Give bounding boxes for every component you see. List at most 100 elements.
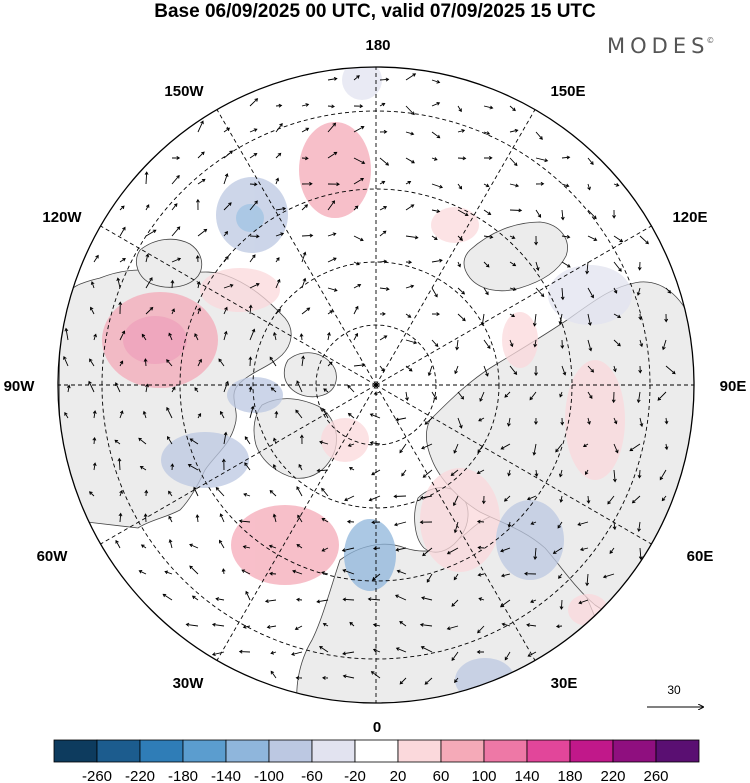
- anomaly-negative-arctic: [227, 377, 283, 413]
- wind-arrow: [275, 103, 283, 108]
- anomaly-positive-canada: [102, 292, 218, 388]
- wind-arrow: [379, 157, 390, 166]
- wind-arrow: [535, 157, 549, 163]
- wind-arrow: [612, 521, 617, 531]
- colorbar-swatch: [440, 739, 485, 763]
- meridian-line: [375, 384, 652, 545]
- wind-arrow: [215, 597, 225, 601]
- wind-arrow: [405, 284, 415, 289]
- wind-arrow: [611, 391, 616, 404]
- wind-arrow: [191, 595, 199, 601]
- globe-outline: [57, 66, 695, 704]
- lon-label-150w: 150W: [164, 83, 204, 100]
- wind-arrow: [379, 77, 390, 82]
- wind-arrow: [530, 521, 537, 525]
- wind-arrow: [446, 625, 459, 631]
- wind-arrow: [353, 157, 366, 165]
- wind-arrow: [451, 599, 459, 607]
- wind-arrow: [500, 599, 511, 608]
- wind-arrow: [405, 73, 417, 81]
- wind-arrow: [555, 443, 563, 453]
- wind-arrow: [477, 443, 485, 453]
- lon-label-30w: 30W: [173, 675, 205, 692]
- wind-arrow: [559, 599, 564, 610]
- wind-arrow: [453, 573, 459, 581]
- wind-arrow: [558, 573, 563, 579]
- anomaly-positive-canada-core: [123, 316, 187, 364]
- wind-arrow: [221, 458, 226, 471]
- wind-arrow: [379, 259, 388, 264]
- wind-arrow: [457, 128, 466, 133]
- wind-arrow: [426, 573, 433, 583]
- wind-arrow: [405, 180, 412, 185]
- wind-arrow: [142, 410, 147, 419]
- wind-arrow: [327, 310, 334, 315]
- wind-arrow: [532, 443, 537, 456]
- wind-arrow: [507, 469, 512, 477]
- wind-arrow: [481, 495, 486, 505]
- wind-arrow: [657, 391, 667, 401]
- wind-arrow: [301, 103, 310, 107]
- wind-arrow: [171, 226, 181, 237]
- wind-arrow: [248, 386, 253, 393]
- copyright-mark: ©: [706, 36, 715, 45]
- wind-arrow: [393, 494, 407, 499]
- wind-arrow: [509, 235, 516, 239]
- wind-arrow: [399, 443, 407, 454]
- wind-arrow: [238, 519, 251, 524]
- wind-arrow: [524, 571, 537, 576]
- wind-arrow: [268, 544, 277, 549]
- lon-label-120e: 120E: [672, 209, 707, 226]
- wind-arrow: [195, 514, 200, 523]
- wind-arrow: [321, 518, 329, 523]
- wind-arrow: [342, 674, 355, 679]
- wind-arrow: [509, 157, 518, 167]
- wind-arrow: [275, 152, 282, 159]
- wind-arrow: [145, 229, 157, 237]
- wind-arrow: [196, 198, 200, 211]
- wind-arrow: [483, 183, 490, 188]
- wind-arrow: [138, 437, 147, 445]
- wind-arrow: [367, 597, 381, 602]
- wind-arrow: [555, 624, 563, 629]
- wind-arrow: [379, 206, 388, 211]
- wind-arrow: [89, 358, 95, 367]
- wind-arrow: [327, 151, 338, 159]
- wind-arrow: [275, 232, 285, 237]
- wind-arrow: [372, 546, 381, 551]
- wind-arrow: [578, 599, 589, 605]
- wind-arrow: [587, 417, 591, 425]
- wind-arrow: [353, 332, 359, 341]
- colorbar-tick-label: 180: [557, 768, 582, 783]
- lon-label-60w: 60W: [37, 548, 69, 565]
- wind-arrow: [90, 281, 95, 289]
- wind-arrow: [327, 76, 338, 81]
- wind-arrow: [454, 677, 459, 683]
- wind-arrow: [558, 469, 563, 478]
- wind-arrow: [665, 365, 676, 375]
- wind-arrow: [353, 283, 362, 289]
- wind-arrow: [557, 521, 563, 529]
- wind-arrow: [348, 466, 355, 471]
- wind-arrow: [301, 204, 309, 211]
- colorbar-swatch: [225, 739, 270, 763]
- wind-arrow: [249, 182, 258, 187]
- wind-arrow: [168, 515, 173, 523]
- wind-arrow: [170, 279, 175, 289]
- wind-arrow: [431, 312, 440, 316]
- wind-arrow: [92, 462, 97, 471]
- wind-arrow: [301, 251, 307, 263]
- wind-arrow: [327, 200, 335, 211]
- wind-arrow: [534, 417, 538, 425]
- wind-arrow: [349, 621, 355, 627]
- wind-arrow: [507, 521, 512, 528]
- wind-arrow: [664, 443, 669, 451]
- wind-arrow: [477, 625, 485, 634]
- wind-arrow: [327, 361, 333, 367]
- map-area: [58, 67, 694, 703]
- wind-arrow: [638, 313, 643, 321]
- wind-arrow: [63, 356, 69, 367]
- wind-arrow: [401, 469, 407, 477]
- wind-arrow: [353, 305, 359, 315]
- wind-arrow: [301, 307, 311, 315]
